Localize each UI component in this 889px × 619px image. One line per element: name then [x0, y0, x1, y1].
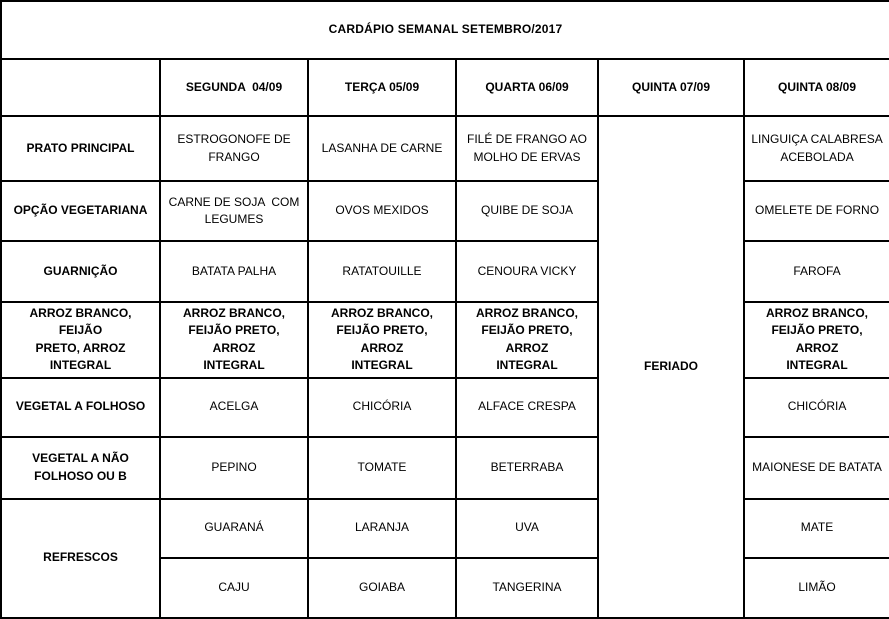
- row-arroz-feijao: ARROZ BRANCO, FEIJÃO PRETO, ARROZ INTEGR…: [0, 301, 889, 379]
- menu-cell: CAJU: [159, 556, 309, 619]
- menu-cell: CENOURA VICKY: [455, 240, 599, 303]
- row-label-vegetal-nao-folhoso: VEGETAL A NÃO FOLHOSO OU B: [0, 435, 161, 500]
- row-label-prato-principal: PRATO PRINCIPAL: [0, 115, 161, 182]
- menu-cell: QUIBE DE SOJA: [455, 180, 599, 242]
- menu-cell: UVA: [455, 497, 599, 559]
- header-quarta: QUARTA 06/09: [455, 58, 599, 117]
- menu-cell: LINGUIÇA CALABRESA ACEBOLADA: [742, 115, 889, 182]
- menu-cell: FAROFA: [742, 240, 889, 303]
- menu-cell: CARNE DE SOJA COM LEGUMES: [159, 180, 309, 242]
- row-vegetal-folhoso: VEGETAL A FOLHOSO ACELGA CHICÓRIA ALFACE…: [0, 376, 889, 438]
- menu-cell: ALFACE CRESPA: [455, 376, 599, 438]
- menu-cell: LARANJA: [307, 497, 457, 559]
- menu-cell: MATE: [742, 497, 889, 559]
- title-row: CARDÁPIO SEMANAL SETEMBRO/2017: [0, 0, 889, 60]
- menu-cell: RATATOUILLE: [307, 240, 457, 303]
- menu-cell: CHICÓRIA: [742, 376, 889, 438]
- row-label-guarnicao: GUARNIÇÃO: [0, 240, 161, 303]
- menu-cell: ARROZ BRANCO, FEIJÃO PRETO, ARROZ INTEGR…: [307, 301, 457, 379]
- header-empty-cell: [0, 58, 161, 117]
- row-opcao-vegetariana: OPÇÃO VEGETARIANA CARNE DE SOJA COM LEGU…: [0, 180, 889, 242]
- menu-cell: ARROZ BRANCO, FEIJÃO PRETO, ARROZ INTEGR…: [455, 301, 599, 379]
- menu-cell: BATATA PALHA: [159, 240, 309, 303]
- menu-cell: ACELGA: [159, 376, 309, 438]
- holiday-cell: FERIADO: [597, 115, 745, 619]
- menu-cell: CHICÓRIA: [307, 376, 457, 438]
- menu-cell: TOMATE: [307, 435, 457, 500]
- header-quinta-07: QUINTA 07/09: [597, 58, 745, 117]
- row-vegetal-nao-folhoso: VEGETAL A NÃO FOLHOSO OU B PEPINO TOMATE…: [0, 435, 889, 500]
- menu-cell: TANGERINA: [455, 556, 599, 619]
- menu-cell: MAIONESE DE BATATA: [742, 435, 889, 500]
- header-row: SEGUNDA 04/09 TERÇA 05/09 QUARTA 06/09 Q…: [0, 58, 889, 117]
- menu-cell: BETERRABA: [455, 435, 599, 500]
- row-label-arroz-feijao: ARROZ BRANCO, FEIJÃO PRETO, ARROZ INTEGR…: [0, 301, 161, 379]
- menu-cell: FILÉ DE FRANGO AO MOLHO DE ERVAS: [455, 115, 599, 182]
- row-label-opcao-vegetariana: OPÇÃO VEGETARIANA: [0, 180, 161, 242]
- menu-cell: ARROZ BRANCO, FEIJÃO PRETO, ARROZ INTEGR…: [159, 301, 309, 379]
- row-label-vegetal-folhoso: VEGETAL A FOLHOSO: [0, 376, 161, 438]
- header-quinta-08: QUINTA 08/09: [742, 58, 889, 117]
- header-terca: TERÇA 05/09: [307, 58, 457, 117]
- header-segunda: SEGUNDA 04/09: [159, 58, 309, 117]
- menu-title: CARDÁPIO SEMANAL SETEMBRO/2017: [0, 0, 889, 60]
- menu-cell: OMELETE DE FORNO: [742, 180, 889, 242]
- menu-cell: GOIABA: [307, 556, 457, 619]
- row-guarnicao: GUARNIÇÃO BATATA PALHA RATATOUILLE CENOU…: [0, 240, 889, 303]
- menu-cell: ESTROGONOFE DE FRANGO: [159, 115, 309, 182]
- row-label-refrescos: REFRESCOS: [0, 497, 161, 619]
- menu-cell: ARROZ BRANCO, FEIJÃO PRETO, ARROZ INTEGR…: [742, 301, 889, 379]
- menu-cell: PEPINO: [159, 435, 309, 500]
- menu-cell: LIMÃO: [742, 556, 889, 619]
- menu-cell: OVOS MEXIDOS: [307, 180, 457, 242]
- menu-cell: LASANHA DE CARNE: [307, 115, 457, 182]
- row-refrescos-1: REFRESCOS GUARANÁ LARANJA UVA MATE: [0, 497, 889, 619]
- menu-cell: GUARANÁ: [159, 497, 309, 559]
- row-prato-principal: PRATO PRINCIPAL ESTROGONOFE DE FRANGO LA…: [0, 115, 889, 619]
